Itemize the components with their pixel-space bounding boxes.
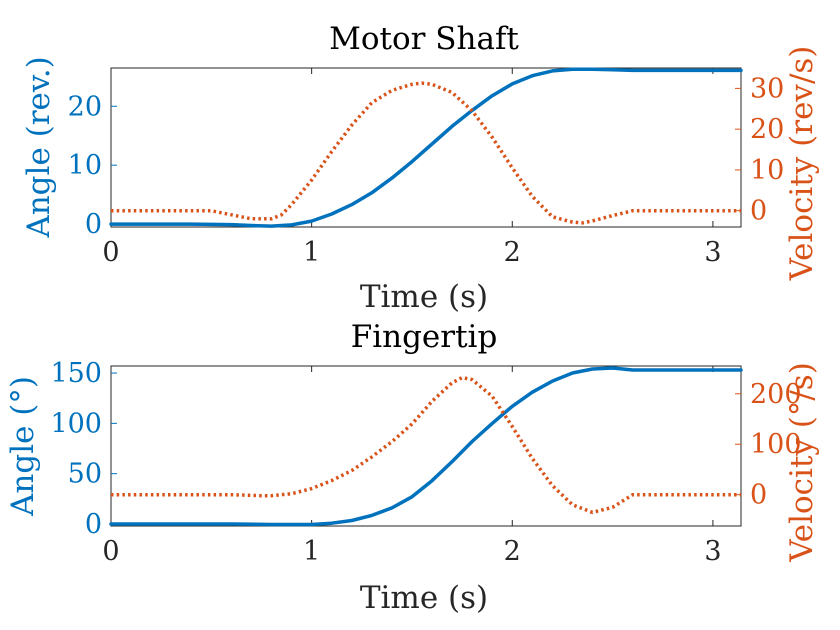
x-tick-label: 3	[704, 237, 721, 268]
series-angle-line	[109, 366, 743, 527]
x-tick-label: 0	[102, 536, 119, 567]
right-y-tick-label: 200	[750, 379, 802, 410]
right-y-ticks: 0 10 20 30	[735, 73, 784, 227]
chart-title: Fingertip	[351, 319, 498, 355]
chart-title: Motor Shaft	[329, 21, 519, 57]
left-y-tick-label: 50	[68, 459, 102, 490]
left-y-axis-label: Angle (°)	[5, 376, 41, 517]
left-y-tick-label: 0	[85, 209, 102, 240]
left-y-tick-label: 0	[85, 509, 102, 540]
right-y-tick-label: 10	[750, 155, 784, 186]
x-ticks: 0 1 2 3	[102, 68, 722, 268]
left-y-axis-label: Angle (rev.)	[21, 56, 57, 238]
left-y-ticks: 0 50 100 150	[50, 358, 117, 540]
x-tick-label: 1	[303, 237, 320, 268]
right-y-tick-label: 30	[750, 73, 784, 104]
x-tick-label: 1	[303, 536, 320, 567]
x-tick-label: 0	[102, 237, 119, 268]
right-y-tick-label: 100	[750, 429, 802, 460]
left-y-tick-label: 10	[68, 150, 102, 181]
plot-area	[110, 365, 742, 527]
x-axis-label: Time (s)	[360, 279, 488, 315]
x-ticks: 0 1 2 3	[102, 366, 722, 567]
left-y-tick-label: 20	[68, 91, 102, 122]
right-y-tick-label: 0	[750, 196, 767, 227]
left-y-ticks: 0 10 20	[68, 91, 117, 240]
left-y-tick-label: 100	[50, 408, 102, 439]
right-y-axis-label: Velocity (rev/s)	[784, 46, 820, 282]
series-angle-line	[109, 67, 743, 228]
chart-fingertip: Fingertip 0 1 2 3 0 50 100 150 0 100 200 Time (s…	[5, 319, 820, 616]
left-y-tick-label: 150	[50, 358, 102, 389]
plot-area	[110, 67, 742, 228]
right-y-axis-label: Velocity (°/s)	[784, 362, 820, 563]
series-velocity-line	[111, 375, 741, 515]
series-velocity-line	[111, 81, 741, 225]
x-tick-label: 2	[504, 536, 521, 567]
right-y-ticks: 0 100 200	[735, 379, 802, 511]
x-tick-label: 3	[704, 536, 721, 567]
x-tick-label: 2	[504, 237, 521, 268]
right-y-tick-label: 20	[750, 114, 784, 145]
right-y-tick-label: 0	[750, 480, 767, 511]
x-axis-label: Time (s)	[360, 580, 488, 616]
